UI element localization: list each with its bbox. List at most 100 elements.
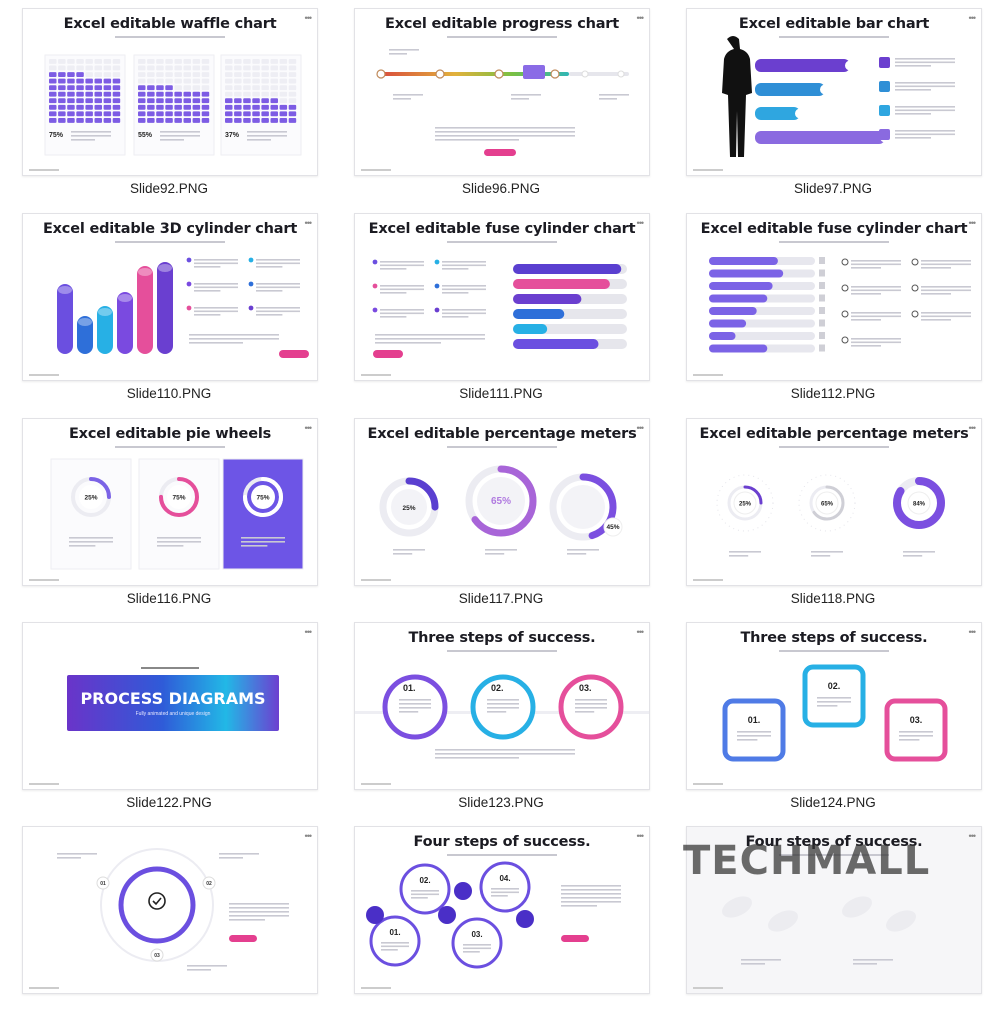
step-number: 01. <box>748 715 761 725</box>
text-line <box>851 263 901 266</box>
waffle-cell <box>67 117 75 123</box>
bar <box>755 59 850 72</box>
slide-subtitle-line <box>115 446 225 448</box>
waffle-cell <box>288 91 297 97</box>
meter-value: 25% <box>739 502 752 508</box>
waffle-cell <box>85 59 93 64</box>
text-line <box>241 545 268 547</box>
file-name-label: Slide96.PNG <box>461 181 541 196</box>
text-line <box>256 307 300 309</box>
waffle-cell <box>147 111 155 117</box>
text-line <box>381 942 409 944</box>
progress-node <box>435 69 445 79</box>
text-line <box>189 334 279 336</box>
waffle-cell <box>288 59 297 64</box>
slide-graphic <box>376 49 629 156</box>
waffle-cell <box>156 91 164 97</box>
slide-thumbnail-slide97[interactable]: Excel editable bar chart ••• Slide97.PNG <box>686 8 1005 212</box>
text-line <box>442 316 469 318</box>
text-line <box>194 266 221 268</box>
waffle-cell <box>138 111 146 117</box>
slide-thumbnail-slide111[interactable]: Excel editable fuse cylinder chart ••• Sli… <box>354 213 686 417</box>
waffle-cell <box>94 91 102 97</box>
more-icon: ••• <box>636 831 645 841</box>
waffle-cell <box>94 98 102 104</box>
slide-thumbnail-slide_a[interactable]: 01 02 03 ••• <box>22 826 354 1030</box>
text-line <box>71 131 111 133</box>
text-line <box>380 292 407 294</box>
slide-thumbnail-slide124[interactable]: 01. 02. 03. Three steps of success. ••• Slide… <box>686 622 1005 826</box>
cylinder <box>117 292 133 354</box>
slide-graphic: 25% 65% 84% <box>716 474 945 557</box>
waffle-cell <box>67 72 75 77</box>
waffle-cell <box>234 91 242 97</box>
waffle-cell <box>112 85 121 91</box>
slide-thumbnail-slide92[interactable]: 75% 55% 37% Excel editable waffle chart ••• S… <box>22 8 354 212</box>
waffle-cell <box>49 91 57 97</box>
meter-arc <box>727 485 763 521</box>
waffle-cell <box>192 98 201 104</box>
text-line <box>442 292 469 294</box>
waffle-cell <box>49 59 57 64</box>
node-number: 03 <box>154 953 160 959</box>
waffle-cell <box>94 111 102 117</box>
slide-thumbnail-slide122[interactable]: PROCESS DIAGRAMS Fully animated and uniqu… <box>22 622 354 826</box>
footer-line <box>361 169 391 171</box>
text-line <box>575 703 607 705</box>
waffle-cell <box>234 65 242 71</box>
text-line <box>189 338 279 340</box>
slide-thumbnail-slide123[interactable]: 01. 02. 03. Three steps of success. ••• Slide… <box>354 622 686 826</box>
text-line <box>69 545 96 547</box>
slide-preview: Excel editable fuse cylinder chart ••• <box>354 213 650 381</box>
text-line <box>485 553 505 555</box>
meter-arc <box>549 473 617 541</box>
text-line <box>256 290 283 292</box>
waffle-cell <box>192 78 201 84</box>
slide-thumbnail-slide117[interactable]: 25% 65% 45% Excel editable percentage meter… <box>354 418 686 622</box>
waffle-cell <box>234 59 242 64</box>
waffle-cell <box>183 85 191 91</box>
slide-thumbnail-slide_c[interactable]: Four steps of success. ••• <box>686 826 1005 1030</box>
waffle-cell <box>156 65 164 71</box>
text-line <box>895 85 955 88</box>
slide-thumbnail-slide112[interactable]: Excel editable fuse cylinder chart ••• Sli… <box>686 213 1005 417</box>
waffle-value: 55% <box>138 132 153 139</box>
text-line <box>561 893 621 895</box>
slide-subtitle-line <box>447 36 557 38</box>
slide-thumbnail-slide116[interactable]: 25% 75% 75% Excel editable pie wheels ••• Sli… <box>22 418 354 622</box>
slide-preview: 02. 04. 01. 03. Four steps of success. ••• <box>354 826 650 994</box>
meter-face <box>561 485 605 529</box>
waffle-cell <box>76 72 84 77</box>
text-line <box>817 705 838 707</box>
text-line <box>491 891 519 894</box>
step-number: 02. <box>828 681 841 691</box>
footprint-icon <box>886 910 916 932</box>
slide-thumbnail-slide110[interactable]: Excel editable 3D cylinder chart ••• Slide… <box>22 213 354 417</box>
text-line <box>247 135 287 137</box>
more-icon: ••• <box>304 423 313 433</box>
slide-thumbnail-slide118[interactable]: 25% 65% 84% Excel editable percentage meter… <box>686 418 1005 622</box>
text-line <box>375 338 485 340</box>
text-line <box>411 893 439 896</box>
waffle-cell <box>234 85 242 91</box>
text-line <box>194 310 238 313</box>
waffle-cell <box>243 59 251 64</box>
more-icon: ••• <box>636 627 645 637</box>
waffle-cell <box>279 98 288 104</box>
text-line <box>435 127 575 129</box>
waffle-cell <box>76 85 84 91</box>
text-line <box>399 703 431 705</box>
text-line <box>895 106 955 108</box>
waffle-cell <box>165 104 173 110</box>
legend-dot <box>186 257 192 263</box>
waffle-cell <box>234 78 242 84</box>
progress-node <box>617 70 625 78</box>
waffle-cell <box>183 104 191 110</box>
slide-thumbnail-slide_b[interactable]: 02. 04. 01. 03. Four steps of success. ••• <box>354 826 686 1030</box>
meter-face <box>815 491 839 515</box>
wheel-center <box>251 485 275 509</box>
text-line <box>899 731 933 733</box>
slide-thumbnail-slide96[interactable]: Excel editable progress chart ••• Slide96.… <box>354 8 686 212</box>
waffle-cell <box>103 72 112 77</box>
waffle-cell <box>156 78 164 84</box>
